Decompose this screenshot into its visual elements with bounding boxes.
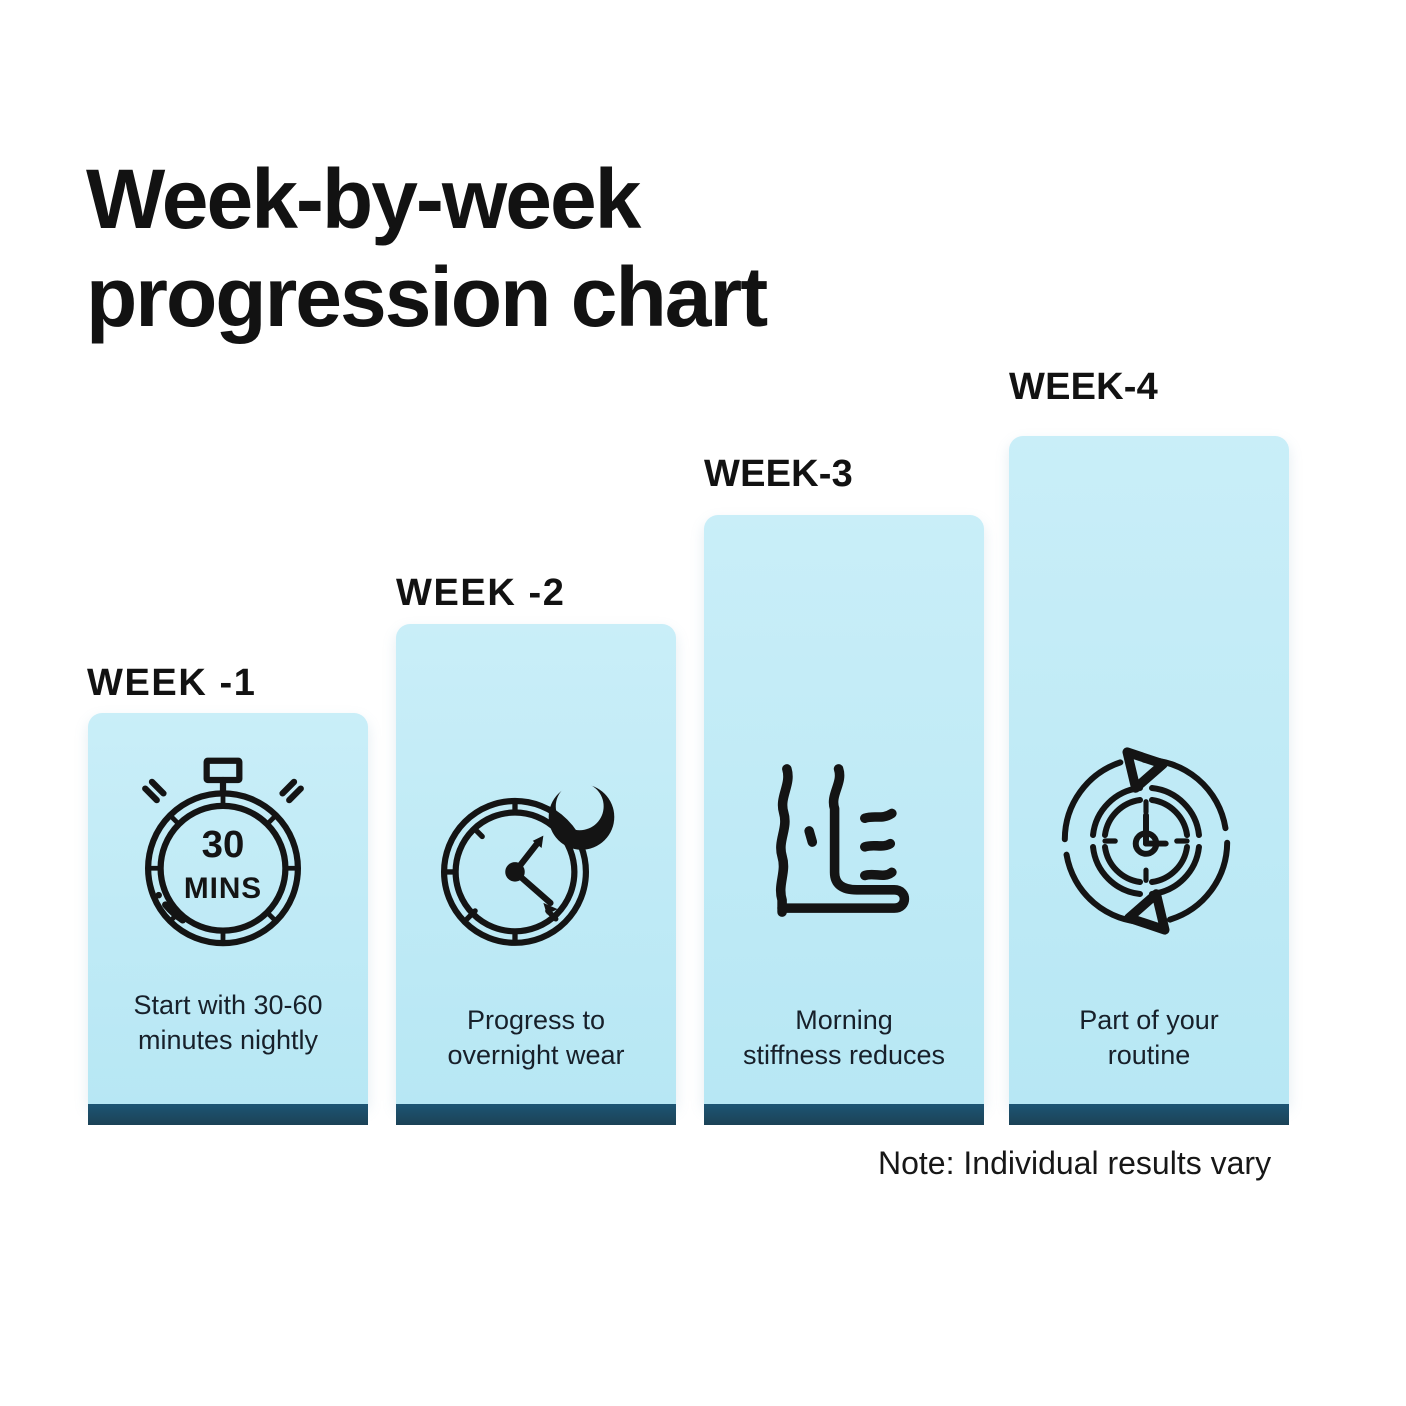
svg-text:MINS: MINS: [184, 872, 262, 905]
svg-text:30: 30: [202, 823, 245, 866]
